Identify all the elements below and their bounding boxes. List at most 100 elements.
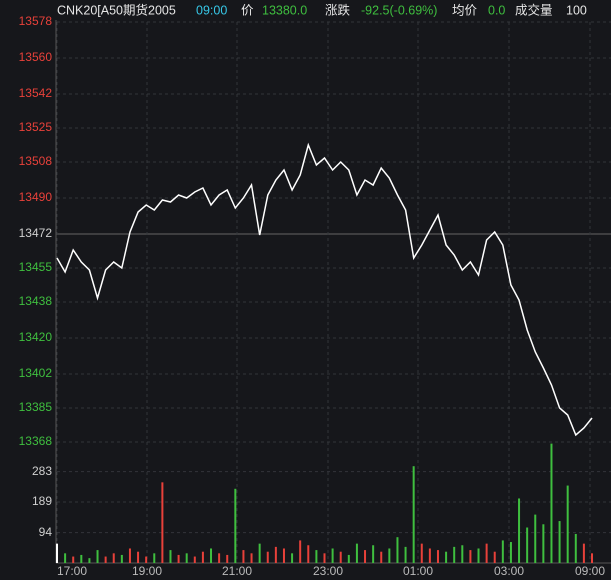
volume-bar (339, 551, 342, 563)
volume-bar (258, 543, 261, 563)
volume-bar (396, 537, 399, 563)
volume-bar (64, 553, 67, 563)
y-tick-label: 13508 (19, 154, 53, 168)
volume-bar (526, 527, 529, 563)
volume-bar (485, 543, 488, 563)
volume-bar (445, 551, 448, 563)
volume-bar (104, 556, 107, 563)
symbol: CNK20[A50期货2005 (57, 2, 176, 17)
volume-bar (274, 546, 277, 563)
volume-bar (234, 488, 237, 563)
volume-bar (501, 540, 504, 563)
volume-bar (291, 553, 294, 563)
x-tick-label: 21:00 (222, 564, 252, 578)
volume-bar (177, 554, 180, 563)
y-tick-label: 13455 (19, 260, 53, 274)
volume-bar (169, 550, 172, 563)
volume-bar (388, 548, 391, 563)
volume: 100 (566, 3, 587, 17)
price: 13380.0 (262, 3, 307, 17)
y-tick-label: 13385 (19, 400, 53, 414)
volume-bar (72, 556, 75, 563)
volume-bar (201, 551, 204, 563)
volume-bar (550, 443, 553, 563)
avg: 0.0 (488, 3, 505, 17)
volume-bar (582, 543, 585, 563)
volume-bar (226, 554, 229, 563)
volume-label: 成交量 (515, 2, 553, 17)
x-tick-label: 19:00 (132, 564, 162, 578)
volume-bar (364, 550, 367, 563)
x-tick-label: 17:00 (57, 564, 87, 578)
y-tick-label: 13542 (19, 86, 53, 100)
volume-bar (193, 556, 196, 563)
volume-bar (461, 545, 464, 563)
y-tick-label: 13578 (19, 14, 53, 28)
volume-bar (153, 553, 156, 563)
volume-bar (469, 550, 472, 563)
volume-bar (242, 550, 245, 563)
price-label: 价 (241, 3, 254, 17)
volume-bar (428, 548, 431, 563)
volume-bar (372, 545, 375, 563)
volume-bar (477, 548, 480, 563)
volume-bar (542, 524, 545, 563)
volume-bar (453, 546, 456, 563)
volume-bar (137, 551, 140, 563)
volume-bar (315, 550, 318, 563)
volume-bar (80, 554, 83, 563)
x-tick-label: 23:00 (313, 564, 343, 578)
volume-bar (574, 533, 577, 563)
volume-bar (566, 485, 569, 563)
volume-bar (218, 553, 221, 563)
change-label: 涨跌 (325, 2, 351, 17)
x-tick-label: 09:00 (575, 564, 605, 578)
volume-bar (210, 548, 213, 563)
volume-bar (558, 521, 561, 563)
avg-label: 均价 (452, 3, 478, 17)
volume-bar (56, 543, 58, 563)
volume-bar (161, 482, 164, 563)
y-tick-label: 13402 (19, 366, 53, 380)
volume-bar (493, 551, 496, 563)
y-tick-label: 13368 (19, 434, 53, 448)
y-tick-label: 13420 (19, 330, 53, 344)
y-tick-label: 13438 (19, 294, 53, 308)
volume-bar (534, 514, 537, 563)
volume-bar (145, 556, 148, 563)
x-tick-label: 03:00 (494, 564, 524, 578)
volume-bar (96, 550, 99, 563)
y-tick-label: 13525 (19, 120, 53, 134)
volume-bar (88, 558, 91, 563)
y-tick-label: 13490 (19, 190, 53, 204)
y-tick-label: 13472 (19, 226, 53, 240)
volume-bar (404, 546, 407, 563)
volume-bar (420, 543, 423, 563)
time: 09:00 (196, 3, 227, 17)
price-line (56, 142, 593, 437)
x-tick-label: 01:00 (403, 564, 433, 578)
change: -92.5(-0.69%) (361, 3, 437, 17)
volume-bar (307, 545, 310, 563)
volume-bar (347, 554, 350, 563)
volume-bar (509, 542, 512, 563)
volume-bar (323, 553, 326, 563)
volume-bar (250, 553, 253, 563)
volume-bar (355, 543, 358, 563)
volume-bar (266, 551, 269, 563)
y-tick-label: 13560 (19, 50, 53, 64)
volume-bar (120, 554, 123, 563)
volume-bar (112, 553, 115, 563)
volume-bar (591, 553, 593, 563)
volume-bar (299, 540, 302, 563)
volume-bar (380, 551, 383, 563)
volume-bar (436, 550, 439, 563)
volume-bar (185, 553, 188, 563)
volume-bar (331, 548, 334, 563)
y-tick-label: 94 (39, 525, 53, 539)
volume-bar (412, 466, 415, 563)
volume-bar (518, 498, 521, 563)
